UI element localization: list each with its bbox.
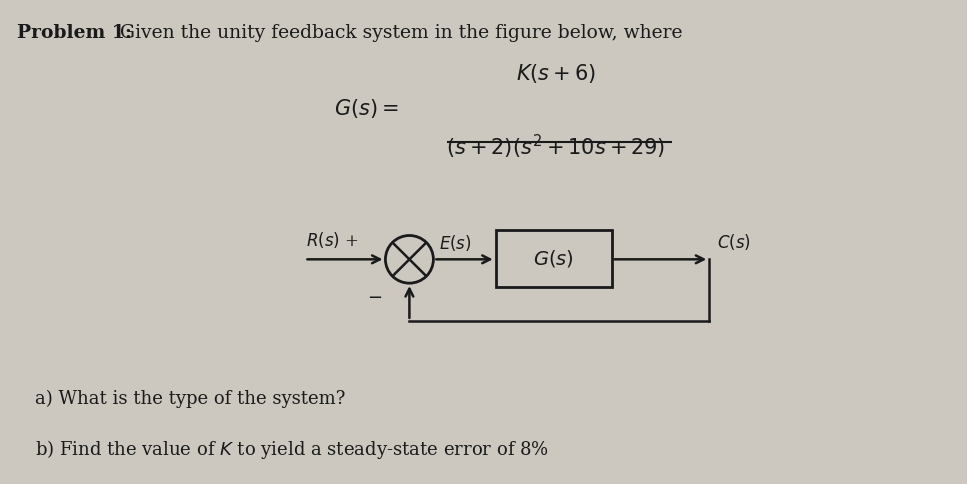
Text: $(s+2)(s^2+10s+29)$: $(s+2)(s^2+10s+29)$ [447,133,665,161]
Text: Problem 1:: Problem 1: [17,24,132,42]
Text: $C(s)$: $C(s)$ [717,232,750,252]
Text: Given the unity feedback system in the figure below, where: Given the unity feedback system in the f… [114,24,683,42]
Text: $G(s)$: $G(s)$ [533,248,574,269]
Text: $E(s)$: $E(s)$ [439,233,472,253]
Text: $R(s)$ +: $R(s)$ + [306,230,359,250]
FancyBboxPatch shape [496,229,612,287]
Text: $-$: $-$ [366,287,382,305]
Text: $G(s) =$: $G(s) =$ [334,97,398,121]
Text: $K(s+6)$: $K(s+6)$ [516,61,596,85]
Text: a) What is the type of the system?: a) What is the type of the system? [35,390,345,408]
Text: b) Find the value of $K$ to yield a steady-state error of 8%: b) Find the value of $K$ to yield a stea… [35,438,549,461]
